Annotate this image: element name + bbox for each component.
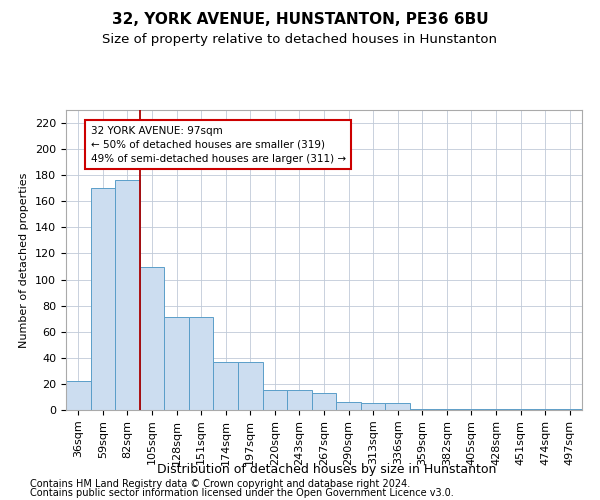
Text: Contains HM Land Registry data © Crown copyright and database right 2024.: Contains HM Land Registry data © Crown c…	[30, 479, 410, 489]
Text: Size of property relative to detached houses in Hunstanton: Size of property relative to detached ho…	[103, 32, 497, 46]
Bar	[336, 402, 361, 410]
Bar	[115, 180, 140, 410]
Bar	[557, 408, 582, 410]
Text: Distribution of detached houses by size in Hunstanton: Distribution of detached houses by size …	[157, 464, 497, 476]
Bar	[459, 408, 484, 410]
Bar	[508, 408, 533, 410]
Bar	[287, 390, 312, 410]
Bar	[361, 404, 385, 410]
Bar	[238, 362, 263, 410]
Y-axis label: Number of detached properties: Number of detached properties	[19, 172, 29, 348]
Bar	[214, 362, 238, 410]
Bar	[434, 408, 459, 410]
Bar	[410, 408, 434, 410]
Bar	[484, 408, 508, 410]
Bar	[189, 318, 214, 410]
Text: 32, YORK AVENUE, HUNSTANTON, PE36 6BU: 32, YORK AVENUE, HUNSTANTON, PE36 6BU	[112, 12, 488, 28]
Bar	[385, 404, 410, 410]
Bar	[91, 188, 115, 410]
Bar	[263, 390, 287, 410]
Text: 32 YORK AVENUE: 97sqm
← 50% of detached houses are smaller (319)
49% of semi-det: 32 YORK AVENUE: 97sqm ← 50% of detached …	[91, 126, 346, 164]
Text: Contains public sector information licensed under the Open Government Licence v3: Contains public sector information licen…	[30, 488, 454, 498]
Bar	[164, 318, 189, 410]
Bar	[533, 408, 557, 410]
Bar	[140, 266, 164, 410]
Bar	[66, 382, 91, 410]
Bar	[312, 393, 336, 410]
